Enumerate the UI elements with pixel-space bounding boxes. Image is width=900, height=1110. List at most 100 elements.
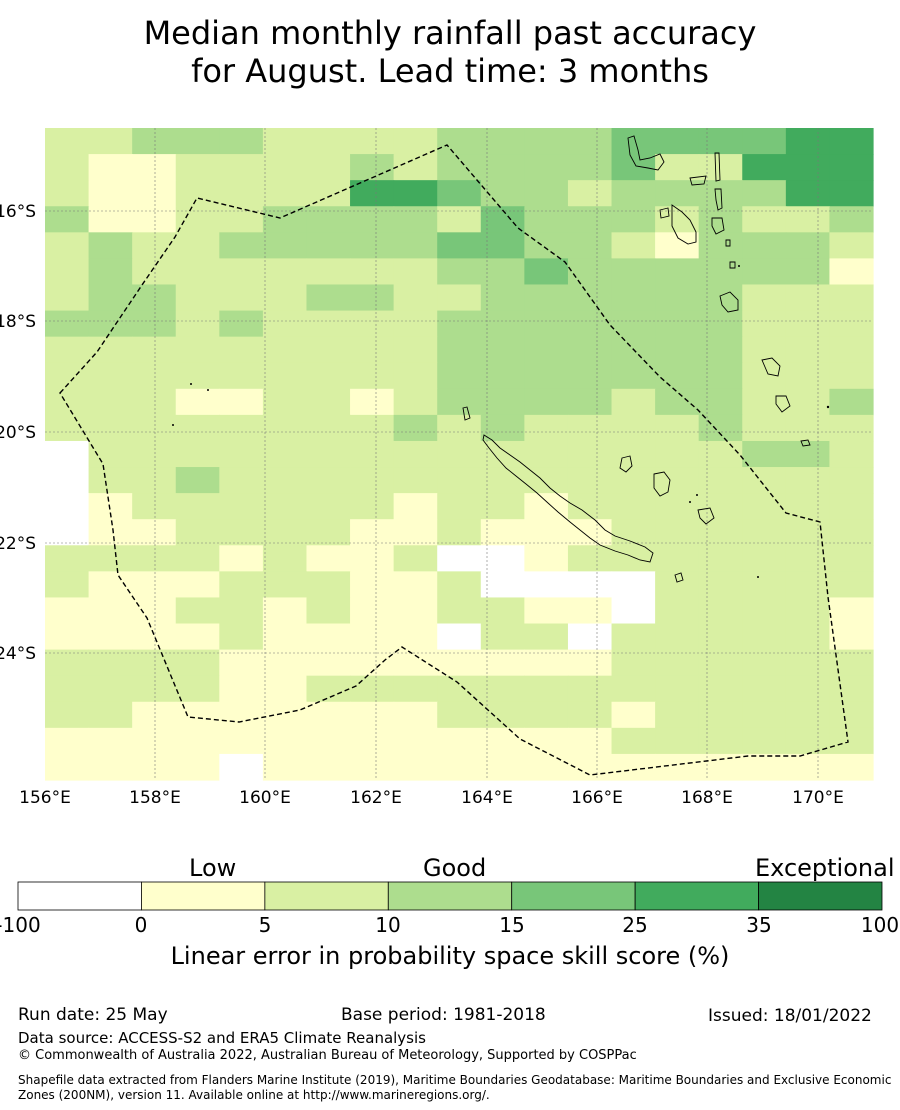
grid-cell — [698, 571, 743, 599]
grid-cell — [393, 571, 438, 599]
grid-cell — [611, 310, 656, 338]
grid-cell — [437, 310, 482, 338]
grid-cell — [175, 414, 220, 442]
colorbar-tick: 15 — [499, 913, 525, 937]
vanuatu-small-island-2 — [689, 175, 707, 186]
grid-cell — [88, 258, 133, 286]
grid-cell — [262, 206, 308, 233]
grid-cell — [350, 571, 395, 599]
grid-cell — [350, 675, 395, 703]
grid-cell — [88, 545, 133, 572]
grid-cell — [785, 128, 831, 155]
lon-label: 166°E — [571, 788, 623, 808]
grid-cell — [437, 388, 482, 416]
grid-cell — [350, 284, 395, 312]
grid-cell — [45, 649, 90, 677]
grid-cell — [175, 128, 220, 155]
grid-cell — [742, 336, 787, 364]
loyalty-islands-small-island — [697, 507, 715, 525]
grid-cell — [437, 597, 482, 625]
grid-cell — [45, 597, 90, 625]
grid-cell — [698, 336, 743, 364]
grid-cell — [742, 180, 787, 207]
grid-cell — [219, 545, 264, 572]
colorbar — [17, 881, 883, 911]
grid-cell — [611, 545, 656, 572]
lat-axis-labels: 16°S 18°S 20°S 22°S 24°S — [0, 202, 36, 664]
small-islet-dot — [757, 576, 759, 578]
grid-cell — [480, 597, 525, 625]
grid-cell — [480, 232, 525, 259]
grid-cell — [262, 128, 308, 155]
grid-cell — [175, 467, 220, 494]
grid-cell — [132, 206, 177, 233]
grid-cell — [306, 388, 351, 416]
loyalty-islands-lifou-island — [619, 455, 633, 473]
grid-cell — [306, 284, 351, 312]
grid-cell — [829, 310, 874, 338]
grid-cell — [480, 467, 525, 494]
grid-cell — [611, 727, 656, 755]
grid-cell — [829, 180, 874, 207]
grid-cell — [480, 493, 525, 520]
grid-cell — [785, 362, 831, 390]
grid-cell — [611, 232, 656, 259]
lat-label: 22°S — [0, 534, 36, 554]
grid-cell — [567, 649, 613, 677]
grid-cell — [350, 701, 395, 729]
grid-cell — [393, 336, 438, 364]
lon-label: 156°E — [19, 788, 71, 808]
grid-cell — [567, 336, 613, 364]
lat-label: 18°S — [0, 312, 36, 332]
grid-cell — [567, 362, 613, 390]
colorbar-segment — [387, 881, 513, 911]
grid-cell — [437, 128, 482, 155]
grid-cell — [655, 649, 700, 677]
grid-cell — [524, 206, 569, 233]
grid-cell — [437, 623, 482, 651]
grid-cell — [219, 180, 264, 207]
grid-cell — [350, 154, 395, 181]
grid-cell — [88, 675, 133, 703]
grid-cell — [45, 388, 90, 416]
vanuatu-small-island-4 — [659, 207, 670, 219]
grid-cell — [611, 440, 656, 468]
grid-cell — [480, 675, 525, 703]
grid-cell — [698, 701, 743, 729]
grid-cell — [742, 467, 787, 494]
grid-cell — [45, 232, 90, 259]
grid-cell — [742, 623, 787, 651]
grid-cell — [219, 414, 264, 442]
grid-cell — [611, 649, 656, 677]
vanuatu-erromango-island — [761, 357, 781, 377]
issued-date: Issued: 18/01/2022 — [708, 1006, 872, 1026]
grid-cell — [350, 467, 395, 494]
grid-cell — [742, 414, 787, 442]
grid-cell — [567, 727, 613, 755]
lat-label: 16°S — [0, 202, 36, 222]
grid-cell — [524, 545, 569, 572]
grid-cell — [350, 597, 395, 625]
grid-cell — [567, 467, 613, 494]
grid-cell — [437, 258, 482, 286]
grid-cell — [524, 180, 569, 207]
colorbar-tick: 5 — [258, 913, 272, 937]
grid-cell — [262, 232, 308, 259]
grid-cell — [567, 154, 613, 181]
grid-cell — [655, 284, 700, 312]
grid-cell — [132, 310, 177, 338]
grid-cell — [219, 128, 264, 155]
grid-cell — [45, 675, 90, 703]
grid-cell — [437, 701, 482, 729]
grid-cell — [132, 414, 177, 442]
grid-cell — [437, 727, 482, 755]
grid-cell — [437, 180, 482, 207]
grid-cell — [480, 649, 525, 677]
grid-cell — [262, 284, 308, 312]
grid-cell — [306, 232, 351, 259]
grid-cell — [437, 232, 482, 259]
grid-cell — [175, 154, 220, 181]
grid-cell — [785, 597, 831, 625]
grid-cell — [829, 388, 874, 416]
grid-cell — [306, 362, 351, 390]
